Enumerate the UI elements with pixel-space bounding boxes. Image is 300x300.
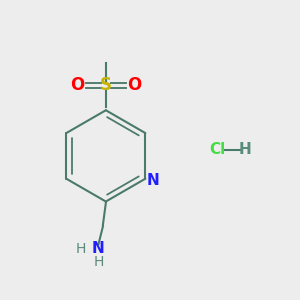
Text: H: H <box>76 242 86 256</box>
Text: O: O <box>127 76 142 94</box>
Text: N: N <box>92 241 105 256</box>
Text: O: O <box>70 76 84 94</box>
Text: Cl: Cl <box>209 142 225 158</box>
Text: H: H <box>239 142 251 158</box>
Text: H: H <box>93 255 104 269</box>
Text: N: N <box>146 173 159 188</box>
Text: S: S <box>100 76 112 94</box>
